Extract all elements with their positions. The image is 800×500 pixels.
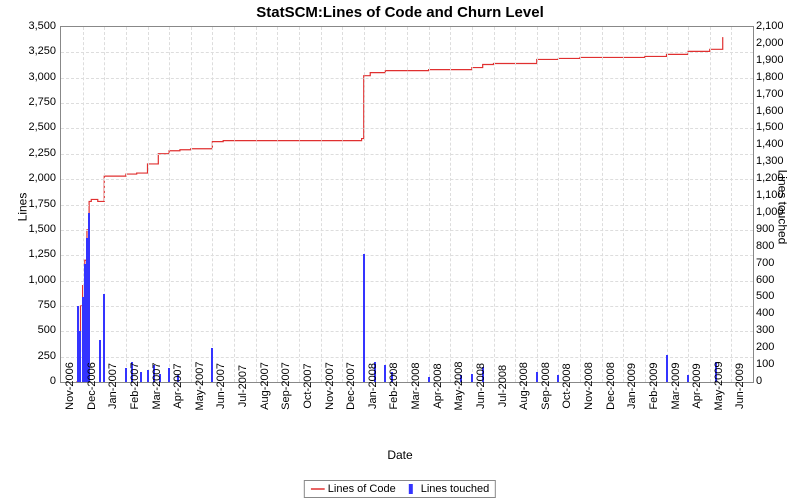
y1-tick: 1,750 (6, 198, 56, 210)
x-tick: Jun-2009 (734, 363, 746, 409)
y2-tick: 800 (756, 240, 796, 252)
y1-tick: 2,250 (6, 147, 56, 159)
y1-tick: 2,000 (6, 172, 56, 184)
y2-tick: 1,200 (756, 172, 796, 184)
plot-area (60, 26, 754, 383)
x-tick: Aug-2008 (518, 362, 530, 410)
bar (384, 365, 386, 382)
y2-tick: 1,400 (756, 138, 796, 150)
x-tick: Oct-2008 (561, 363, 573, 408)
y2-tick: 1,100 (756, 189, 796, 201)
y2-tick: 300 (756, 324, 796, 336)
bar (687, 375, 689, 382)
y2-tick: 0 (756, 375, 796, 387)
y2-tick: 1,600 (756, 105, 796, 117)
x-tick: Jan-2009 (626, 363, 638, 409)
bar (103, 294, 105, 382)
y1-tick: 0 (6, 375, 56, 387)
x-tick: Dec-2006 (86, 362, 98, 410)
bar (125, 368, 127, 382)
legend-item-loc: Lines of Code (311, 483, 396, 495)
x-tick: Feb-2009 (648, 362, 660, 409)
x-tick: Apr-2008 (432, 363, 444, 408)
y2-tick: 2,000 (756, 37, 796, 49)
y2-tick: 400 (756, 307, 796, 319)
x-tick: Jul-2007 (237, 365, 249, 407)
loc-line (76, 37, 723, 382)
y1-tick: 3,000 (6, 71, 56, 83)
bar (88, 213, 90, 382)
y1-tick: 2,500 (6, 121, 56, 133)
y1-tick: 1,250 (6, 248, 56, 260)
y2-tick: 200 (756, 341, 796, 353)
x-tick: Oct-2007 (302, 363, 314, 408)
x-tick: Nov-2008 (583, 362, 595, 410)
x-tick: May-2008 (453, 362, 465, 411)
y2-tick: 700 (756, 257, 796, 269)
y2-tick: 1,500 (756, 121, 796, 133)
x-tick: Apr-2007 (172, 363, 184, 408)
x-tick: Feb-2007 (129, 362, 141, 409)
bar (168, 368, 170, 382)
x-tick: Jan-2008 (367, 363, 379, 409)
y2-tick: 600 (756, 274, 796, 286)
x-tick: Jun-2008 (475, 363, 487, 409)
y1-tick: 750 (6, 299, 56, 311)
x-tick: Sep-2008 (540, 362, 552, 410)
x-tick: Aug-2007 (259, 362, 271, 410)
y2-tick: 900 (756, 223, 796, 235)
y2-tick: 2,100 (756, 20, 796, 32)
x-tick: Dec-2007 (345, 362, 357, 410)
x-tick: Jan-2007 (107, 363, 119, 409)
bar (147, 370, 149, 382)
bar (536, 372, 538, 382)
chart-title: StatSCM:Lines of Code and Churn Level (0, 4, 800, 21)
x-tick: Feb-2008 (388, 362, 400, 409)
bar (666, 355, 668, 382)
y1-tick: 1,500 (6, 223, 56, 235)
x-tick: Nov-2007 (324, 362, 336, 410)
x-tick: Dec-2008 (605, 362, 617, 410)
y2-tick: 100 (756, 358, 796, 370)
x-tick: Jul-2008 (497, 365, 509, 407)
legend: Lines of Code Lines touched (304, 480, 496, 498)
x-tick: Mar-2008 (410, 362, 422, 409)
bar (363, 254, 365, 382)
y2-tick: 500 (756, 290, 796, 302)
bar (211, 348, 213, 382)
x-tick: May-2007 (194, 362, 206, 411)
bar (557, 375, 559, 382)
bar (428, 377, 430, 382)
x-tick: Mar-2007 (151, 362, 163, 409)
y1-tick: 500 (6, 324, 56, 336)
y2-tick: 1,900 (756, 54, 796, 66)
y1-tick: 2,750 (6, 96, 56, 108)
y2-tick: 1,700 (756, 88, 796, 100)
bar (471, 374, 473, 382)
line-swatch (311, 484, 325, 494)
x-tick: May-2009 (713, 362, 725, 411)
y1-tick: 3,500 (6, 20, 56, 32)
y2-tick: 1,000 (756, 206, 796, 218)
y1-tick: 1,000 (6, 274, 56, 286)
y1-tick: 250 (6, 350, 56, 362)
bar-swatch (409, 484, 413, 494)
x-tick: Jun-2007 (215, 363, 227, 409)
legend-label-loc: Lines of Code (328, 483, 396, 495)
x-tick: Sep-2007 (280, 362, 292, 410)
y1-tick: 3,250 (6, 45, 56, 57)
x-tick: Mar-2009 (670, 362, 682, 409)
x-axis-title: Date (0, 448, 800, 462)
x-tick: Nov-2006 (64, 362, 76, 410)
chart-container: StatSCM:Lines of Code and Churn Level Li… (0, 0, 800, 500)
legend-label-touched: Lines touched (421, 483, 490, 495)
y2-tick: 1,800 (756, 71, 796, 83)
x-tick: Apr-2009 (691, 363, 703, 408)
bar (99, 340, 101, 382)
legend-item-touched: Lines touched (406, 483, 490, 495)
y2-tick: 1,300 (756, 155, 796, 167)
